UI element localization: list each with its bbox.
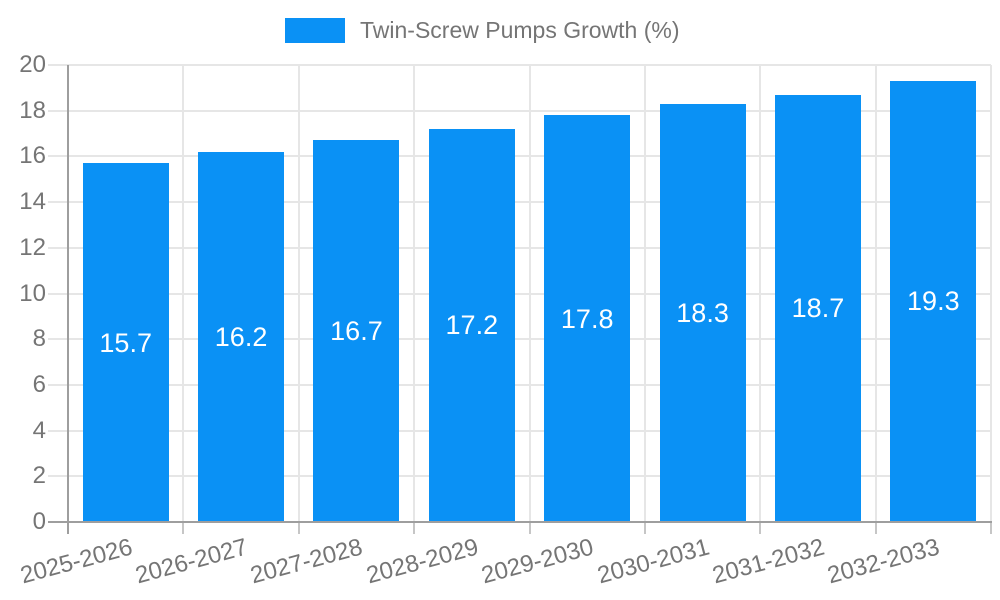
- bar: [428, 128, 515, 522]
- y-axis-label: 2: [32, 462, 46, 490]
- x-axis-tick: [413, 523, 416, 534]
- y-axis-label: 10: [19, 279, 46, 307]
- bar-value-label: 16.2: [214, 321, 268, 352]
- bar-value-label: 17.8: [560, 303, 614, 334]
- bar-value-label: 19.3: [907, 286, 960, 317]
- y-axis-tick: [48, 246, 68, 249]
- y-axis-tick: [48, 475, 68, 478]
- legend: Twin-Screw Pumps Growth (%): [285, 17, 680, 44]
- y-axis-tick: [48, 201, 68, 204]
- y-axis-line: [67, 65, 69, 524]
- y-axis-label: 4: [32, 416, 46, 444]
- y-axis-label: 14: [19, 188, 46, 216]
- v-gridline: [413, 65, 416, 522]
- legend-label: Twin-Screw Pumps Growth (%): [360, 17, 680, 43]
- bar: [544, 115, 631, 522]
- legend-swatch: [285, 18, 345, 43]
- v-gridline: [182, 65, 185, 522]
- x-axis-tick: [67, 523, 69, 534]
- x-axis-tick: [643, 523, 646, 534]
- y-axis-tick: [48, 292, 68, 295]
- bar-value-label: 15.7: [99, 327, 152, 358]
- x-axis-tick: [182, 523, 185, 534]
- y-axis-tick: [48, 64, 68, 66]
- y-axis-tick: [48, 109, 68, 112]
- y-axis-label: 16: [19, 142, 46, 170]
- bar-value-label: 18.7: [791, 293, 845, 324]
- y-axis-tick: [48, 429, 68, 432]
- y-axis-label: 18: [19, 96, 46, 124]
- v-gridline: [297, 65, 300, 522]
- y-axis-label: 8: [32, 325, 46, 353]
- bar: [313, 140, 400, 522]
- y-axis-label: 0: [32, 508, 46, 535]
- bar: [890, 80, 977, 522]
- bar: [659, 103, 746, 522]
- v-gridline: [874, 65, 877, 522]
- x-axis-tick: [759, 523, 762, 534]
- y-axis-tick: [48, 521, 68, 523]
- bar: [774, 94, 861, 522]
- bar-value-label: 16.7: [330, 316, 383, 347]
- x-axis-tick: [990, 523, 992, 534]
- x-axis-line: [67, 521, 992, 523]
- y-axis-label: 6: [32, 370, 46, 398]
- y-axis-label: 12: [19, 233, 46, 261]
- v-gridline: [759, 65, 762, 522]
- bar-value-label: 17.2: [445, 310, 499, 341]
- x-axis-tick: [528, 523, 531, 534]
- bar: [82, 163, 169, 522]
- bar: [198, 151, 285, 522]
- y-axis-tick: [48, 383, 68, 386]
- y-axis-tick: [48, 338, 68, 341]
- y-axis-label: 20: [19, 51, 46, 78]
- x-axis-tick: [297, 523, 300, 534]
- x-axis-tick: [874, 523, 877, 534]
- y-axis-tick: [48, 155, 68, 158]
- v-gridline: [528, 65, 531, 522]
- bar-value-label: 18.3: [676, 297, 729, 328]
- v-gridline: [990, 65, 992, 522]
- v-gridline: [643, 65, 646, 522]
